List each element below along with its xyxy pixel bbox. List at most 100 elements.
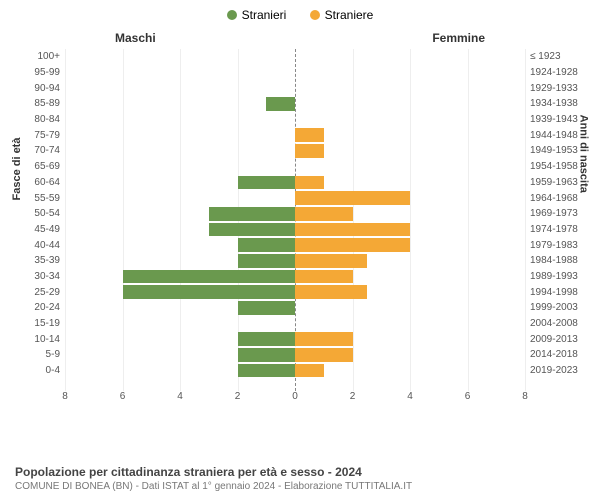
- age-label: 100+: [15, 51, 60, 62]
- birth-year-label: 1959-1963: [530, 177, 585, 188]
- bar-row-area: [65, 284, 525, 300]
- birth-year-label: 1984-1988: [530, 255, 585, 266]
- x-tick: 8: [522, 391, 528, 402]
- age-label: 0-4: [15, 365, 60, 376]
- male-bar: [209, 207, 295, 221]
- bar-row-area: [65, 80, 525, 96]
- birth-year-label: 1929-1933: [530, 83, 585, 94]
- bar-row-area: [65, 363, 525, 379]
- female-bar: [295, 128, 324, 142]
- age-label: 25-29: [15, 287, 60, 298]
- female-bar: [295, 332, 353, 346]
- birth-year-label: 1944-1948: [530, 130, 585, 141]
- male-bar: [238, 348, 296, 362]
- chart-plot-area: 100+≤ 192395-991924-192890-941929-193385…: [65, 49, 525, 391]
- pyramid-row: 20-241999-2003: [65, 300, 525, 316]
- male-bar: [209, 223, 295, 237]
- pyramid-row: 55-591964-1968: [65, 190, 525, 206]
- bar-row-area: [65, 190, 525, 206]
- pyramid-row: 80-841939-1943: [65, 112, 525, 128]
- x-tick: 8: [62, 391, 68, 402]
- birth-year-label: 1979-1983: [530, 240, 585, 251]
- birth-year-label: 1969-1973: [530, 208, 585, 219]
- bar-row-area: [65, 222, 525, 238]
- bar-row-area: [65, 347, 525, 363]
- age-label: 50-54: [15, 208, 60, 219]
- female-bar: [295, 207, 353, 221]
- birth-year-label: 1954-1958: [530, 161, 585, 172]
- age-label: 30-34: [15, 271, 60, 282]
- age-label: 20-24: [15, 302, 60, 313]
- bar-row-area: [65, 96, 525, 112]
- birth-year-label: 1989-1993: [530, 271, 585, 282]
- male-bar: [123, 270, 296, 284]
- male-bar: [238, 332, 296, 346]
- birth-year-label: 2004-2008: [530, 318, 585, 329]
- birth-year-label: 2014-2018: [530, 349, 585, 360]
- legend-male: Stranieri: [227, 8, 287, 22]
- age-label: 60-64: [15, 177, 60, 188]
- male-bar: [238, 364, 296, 378]
- pyramid-row: 15-192004-2008: [65, 316, 525, 332]
- pyramid-row: 50-541969-1973: [65, 206, 525, 222]
- age-label: 40-44: [15, 240, 60, 251]
- bar-row-area: [65, 253, 525, 269]
- footer-subtitle: COMUNE DI BONEA (BN) - Dati ISTAT al 1° …: [15, 481, 585, 492]
- chart-footer: Popolazione per cittadinanza straniera p…: [15, 465, 585, 492]
- x-axis: 864202468: [65, 391, 525, 406]
- x-tick: 2: [235, 391, 241, 402]
- female-bar: [295, 270, 353, 284]
- birth-year-label: 1924-1928: [530, 67, 585, 78]
- bar-row-area: [65, 316, 525, 332]
- birth-year-label: 1949-1953: [530, 145, 585, 156]
- birth-year-label: 1999-2003: [530, 302, 585, 313]
- bar-row-area: [65, 65, 525, 81]
- legend-female: Straniere: [310, 8, 374, 22]
- pyramid-row: 75-791944-1948: [65, 127, 525, 143]
- male-bar: [238, 176, 296, 190]
- female-bar: [295, 285, 367, 299]
- pyramid-row: 70-741949-1953: [65, 143, 525, 159]
- bar-row-area: [65, 112, 525, 128]
- age-label: 65-69: [15, 161, 60, 172]
- pyramid-row: 65-691954-1958: [65, 159, 525, 175]
- header-female: Femmine: [432, 31, 485, 45]
- pyramid-row: 5-92014-2018: [65, 347, 525, 363]
- female-bar: [295, 348, 353, 362]
- age-label: 5-9: [15, 349, 60, 360]
- pyramid-row: 60-641959-1963: [65, 175, 525, 191]
- male-bar: [266, 97, 295, 111]
- legend-label-female: Straniere: [325, 8, 374, 22]
- age-label: 70-74: [15, 145, 60, 156]
- pyramid-row: 85-891934-1938: [65, 96, 525, 112]
- male-bar: [123, 285, 296, 299]
- female-bar: [295, 144, 324, 158]
- female-bar: [295, 191, 410, 205]
- birth-year-label: 2009-2013: [530, 334, 585, 345]
- bar-row-area: [65, 331, 525, 347]
- pyramid-row: 100+≤ 1923: [65, 49, 525, 65]
- age-label: 85-89: [15, 98, 60, 109]
- pyramid-row: 0-42019-2023: [65, 363, 525, 379]
- grid-line: [525, 49, 526, 391]
- bar-row-area: [65, 269, 525, 285]
- age-label: 95-99: [15, 67, 60, 78]
- bar-row-area: [65, 127, 525, 143]
- birth-year-label: 1934-1938: [530, 98, 585, 109]
- birth-year-label: ≤ 1923: [530, 51, 585, 62]
- male-bar: [238, 238, 296, 252]
- age-label: 90-94: [15, 83, 60, 94]
- header-male: Maschi: [115, 31, 156, 45]
- x-tick: 2: [350, 391, 356, 402]
- pyramid-row: 90-941929-1933: [65, 80, 525, 96]
- age-label: 35-39: [15, 255, 60, 266]
- birth-year-label: 1974-1978: [530, 224, 585, 235]
- birth-year-label: 2019-2023: [530, 365, 585, 376]
- male-bar: [238, 301, 296, 315]
- legend-label-male: Stranieri: [242, 8, 287, 22]
- pyramid-row: 40-441979-1983: [65, 237, 525, 253]
- birth-year-label: 1964-1968: [530, 193, 585, 204]
- x-tick: 4: [177, 391, 183, 402]
- bar-row-area: [65, 49, 525, 65]
- pyramid-row: 45-491974-1978: [65, 222, 525, 238]
